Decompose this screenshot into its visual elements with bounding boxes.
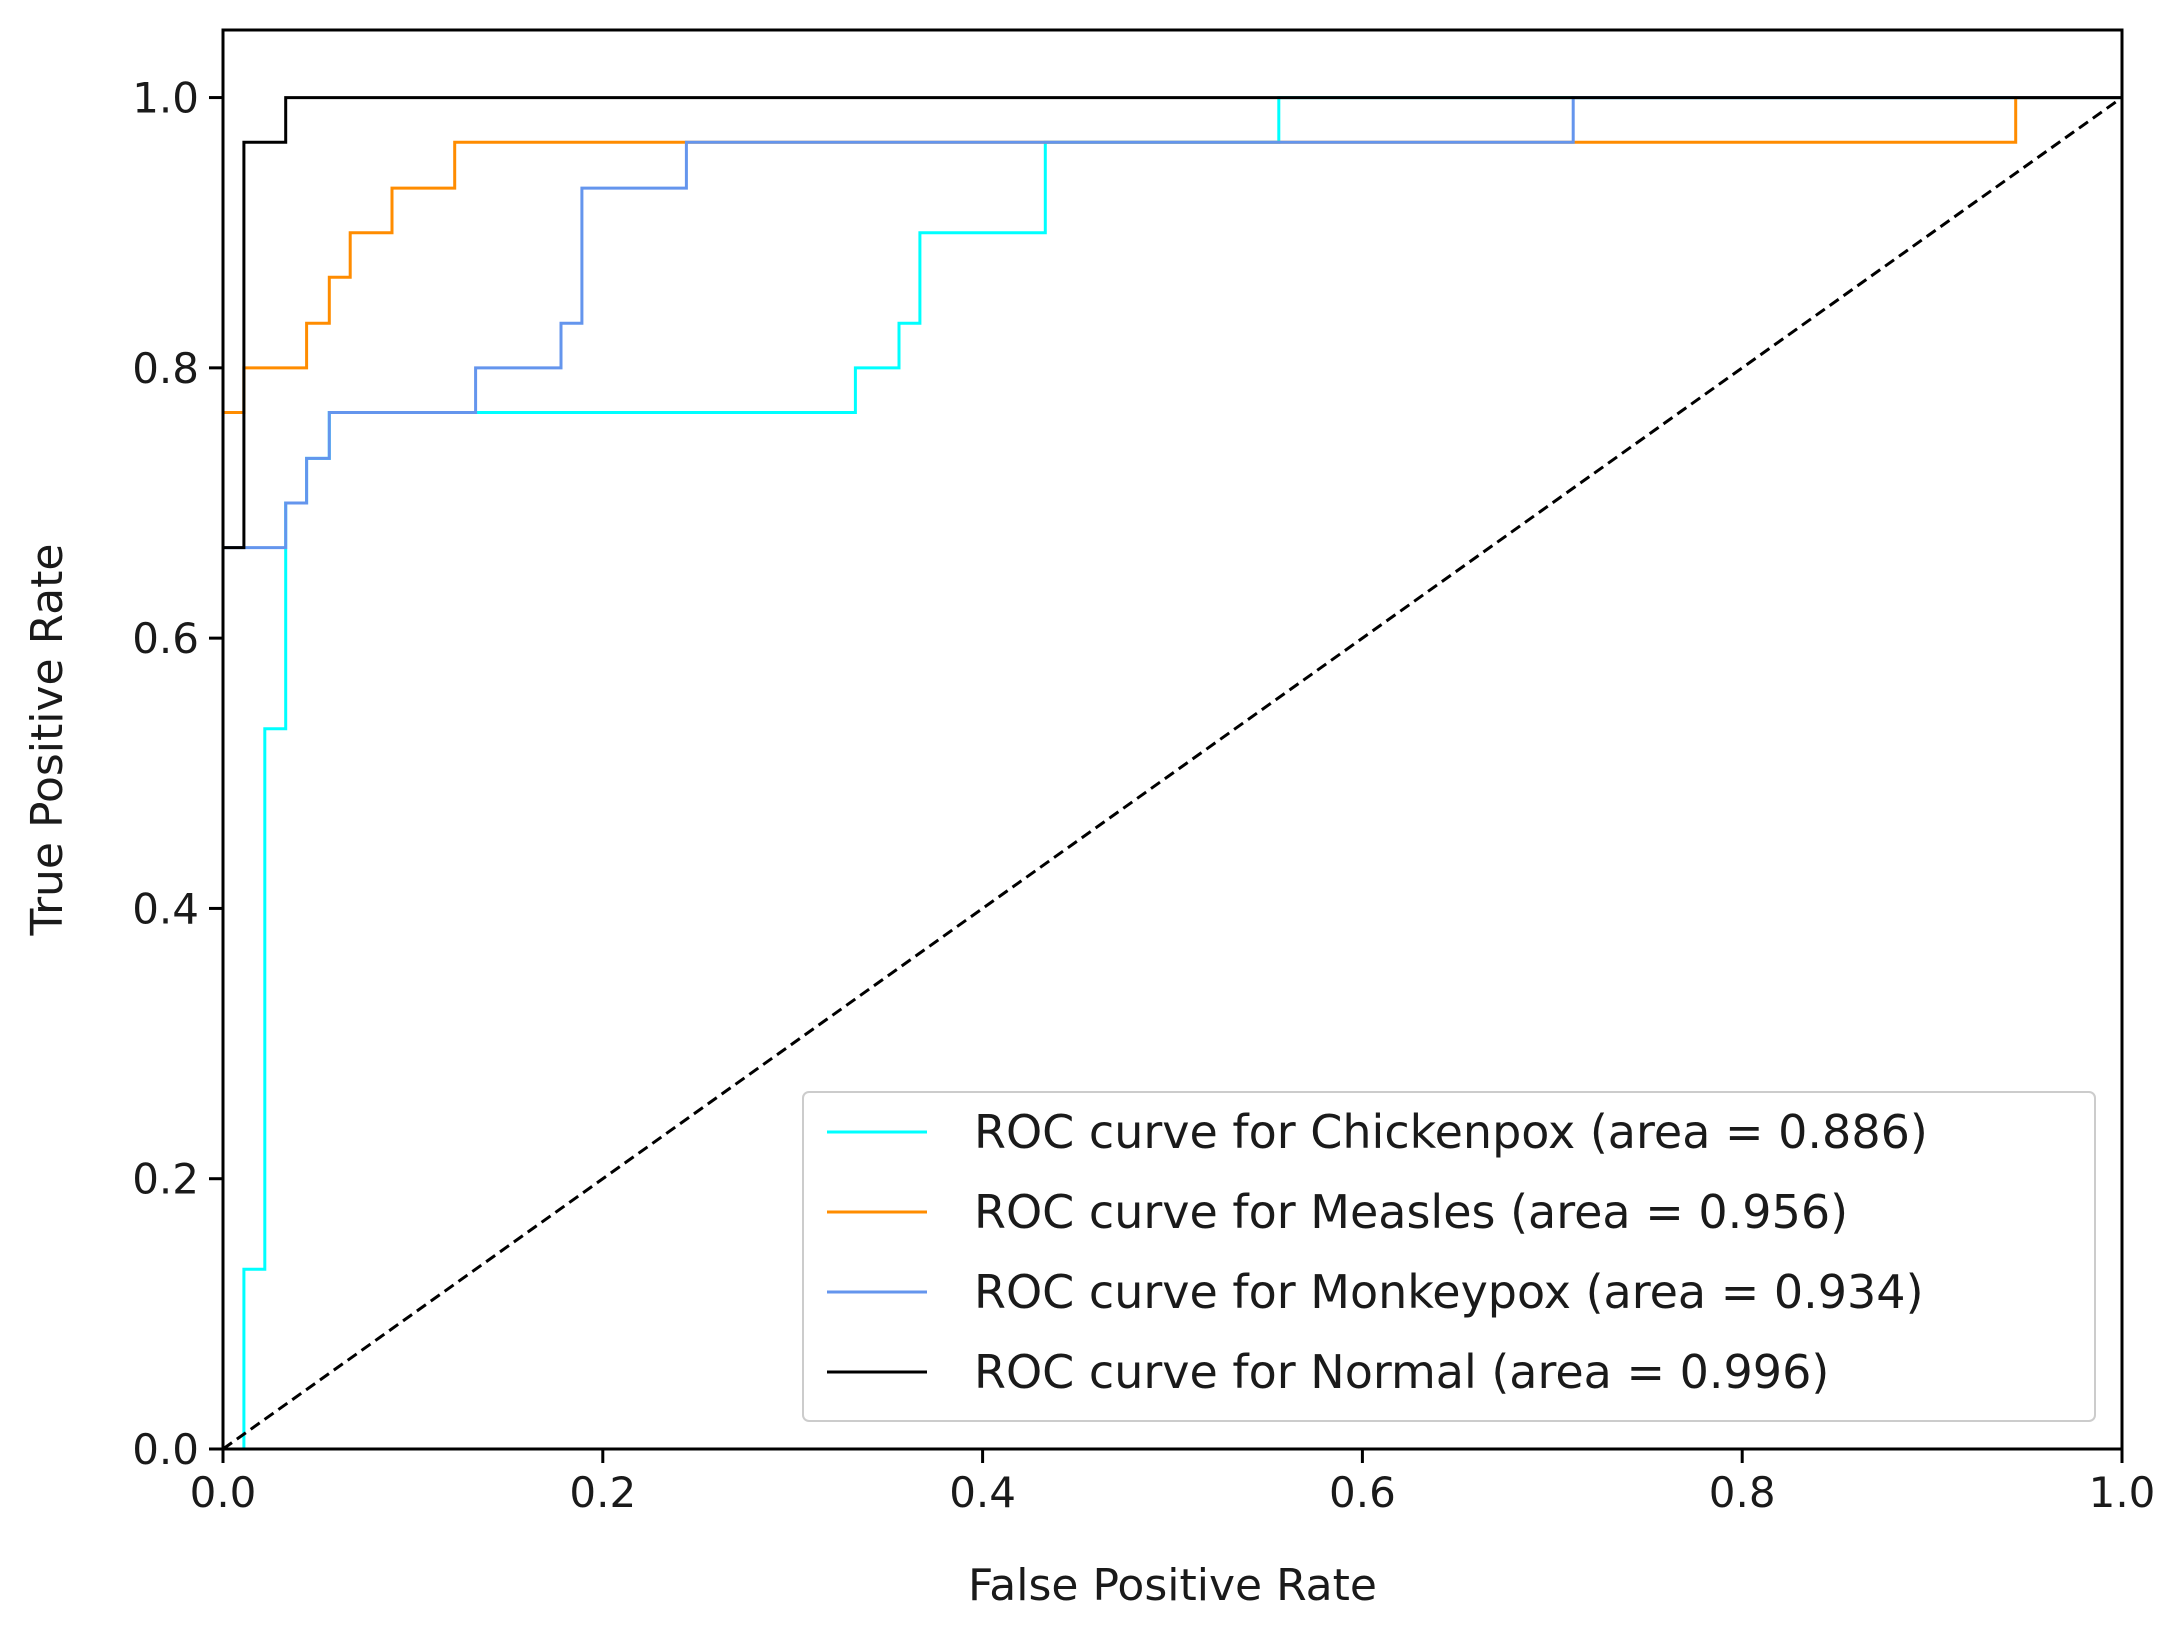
y-axis-label: True Positive Rate: [22, 544, 73, 937]
legend-entry-2: ROC curve for Monkeypox (area = 0.934): [974, 1265, 1924, 1319]
x-tick-label: 0.0: [190, 1468, 257, 1517]
reference-diagonal-line: [222, 96, 2123, 1451]
x-tick-label: 0.2: [569, 1468, 636, 1517]
series-line-2: [221, 96, 2122, 1449]
y-tick-label: 0.0: [132, 1425, 199, 1474]
y-tick-label: 0.8: [132, 344, 199, 393]
ticks-layer: 0.0 0.2 0.4 0.6 0.8 1.0 0.0 0.2 0.4 0.6 0.8 1.0: [132, 74, 2155, 1517]
y-tick-label: 0.2: [132, 1155, 199, 1204]
x-tick-label: 0.8: [1709, 1468, 1776, 1517]
plot-frame: [221, 28, 2124, 1451]
x-axis-label: False Positive Rate: [968, 1560, 1377, 1611]
x-tick-label: 1.0: [2089, 1468, 2156, 1517]
x-tick-label: 0.6: [1329, 1468, 1396, 1517]
legend: ROC curve for Chickenpox (area = 0.886) R…: [802, 1091, 2096, 1422]
y-tick-label: 0.4: [132, 884, 199, 933]
x-tick-label: 0.4: [949, 1468, 1016, 1517]
y-tick-label: 0.6: [132, 614, 199, 663]
series-line-1: [221, 96, 2122, 548]
legend-entry-3: ROC curve for Normal (area = 0.996): [974, 1345, 1829, 1399]
legend-entry-1: ROC curve for Measles (area = 0.956): [974, 1185, 1848, 1239]
legend-entry-0: ROC curve for Chickenpox (area = 0.886): [974, 1105, 1928, 1159]
y-tick-label: 1.0: [132, 74, 199, 123]
legend-box: [802, 1091, 2096, 1422]
